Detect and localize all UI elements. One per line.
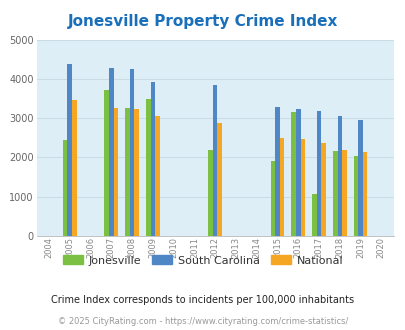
Bar [72,100,77,236]
Bar [63,140,67,236]
Bar [291,112,295,236]
Bar [320,143,325,236]
Bar [332,151,337,236]
Text: Crime Index corresponds to incidents per 100,000 inhabitants: Crime Index corresponds to incidents per… [51,295,354,305]
Bar [109,68,113,236]
Bar [295,109,300,236]
Text: Jonesville Property Crime Index: Jonesville Property Crime Index [68,14,337,29]
Bar [300,139,305,236]
Bar [358,120,362,236]
Bar [316,111,320,236]
Bar [279,138,283,236]
Bar [217,123,222,236]
Bar [113,108,118,236]
Bar [212,85,217,236]
Bar [337,116,341,236]
Bar [341,149,346,236]
Bar [362,152,367,236]
Bar [353,156,358,236]
Bar [150,82,155,236]
Bar [208,150,212,236]
Bar [155,116,159,236]
Bar [275,107,279,236]
Text: © 2025 CityRating.com - https://www.cityrating.com/crime-statistics/: © 2025 CityRating.com - https://www.city… [58,317,347,326]
Bar [311,194,316,236]
Bar [134,109,139,236]
Bar [270,161,275,236]
Bar [146,99,150,236]
Bar [125,108,130,236]
Legend: Jonesville, South Carolina, National: Jonesville, South Carolina, National [58,251,347,270]
Bar [130,69,134,236]
Bar [104,90,109,236]
Bar [67,64,72,236]
